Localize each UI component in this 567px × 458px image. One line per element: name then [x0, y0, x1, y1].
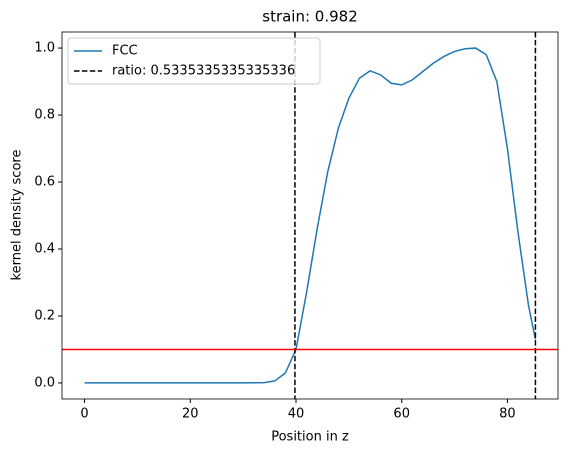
data-line	[84, 47, 537, 384]
x-axis-label: Position in z	[271, 430, 349, 445]
legend-label: ratio: 0.5335335335335336	[112, 64, 295, 79]
y-axis-label: kernel density score	[10, 150, 25, 281]
y-tick-label: 0.8	[34, 108, 55, 123]
chart-title: strain: 0.982	[262, 8, 358, 26]
y-tick-label: 0.2	[34, 308, 55, 323]
legend-box	[67, 37, 321, 85]
x-tick-label: 60	[393, 407, 410, 422]
x-tick-label: 0	[80, 407, 88, 422]
legend-label: FCC	[112, 44, 138, 59]
axes-frame	[61, 31, 559, 400]
y-tick-label: 1.0	[34, 41, 55, 56]
x-tick-label: 80	[499, 407, 516, 422]
y-tick-label: 0.4	[34, 241, 55, 256]
y-tick-label: 0.6	[34, 175, 55, 190]
x-tick-label: 20	[182, 407, 199, 422]
x-tick-label: 40	[288, 407, 305, 422]
y-tick-label: 0.0	[34, 375, 55, 390]
